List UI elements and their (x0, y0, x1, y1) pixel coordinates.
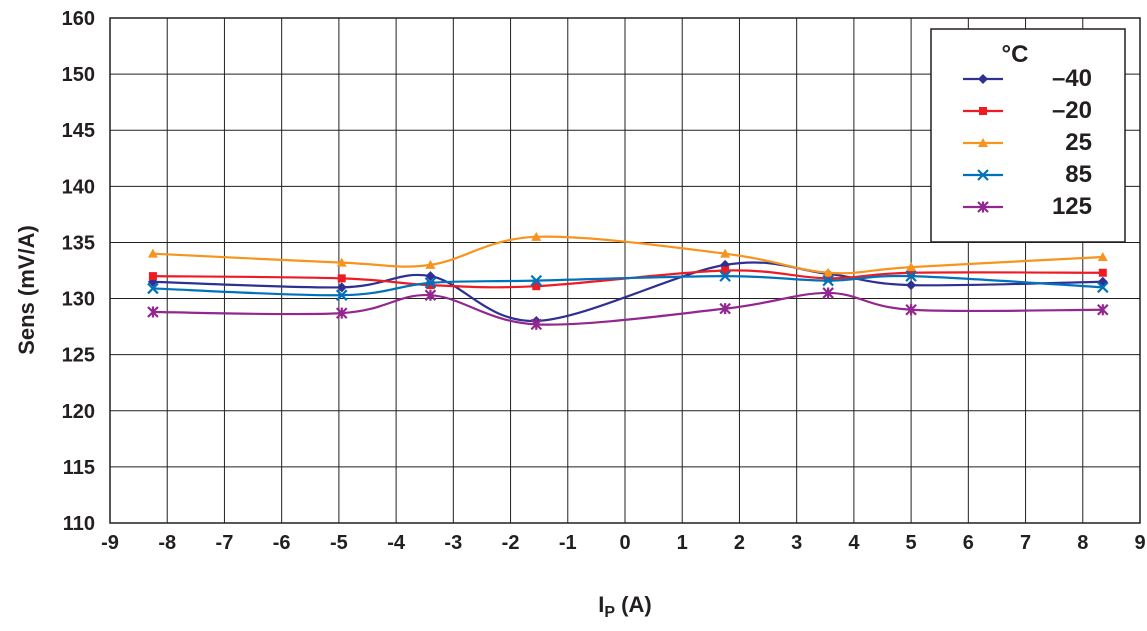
data-point-star (424, 289, 437, 301)
x-tick-label: 7 (1020, 532, 1031, 554)
series-0 (147, 259, 1108, 326)
data-point-x (977, 169, 989, 181)
data-point-star (822, 287, 834, 299)
series-line (152, 291, 1103, 326)
series-line (152, 261, 1103, 323)
series-layer (147, 231, 1109, 331)
legend-title: °C (1002, 41, 1029, 68)
data-point-triangle (336, 257, 347, 267)
data-point-star (977, 201, 989, 213)
y-tick-label: 125 (62, 345, 95, 367)
x-axis-title: IP (A) (598, 592, 651, 621)
x-tick-label: 3 (791, 532, 802, 554)
plot-area-frame (109, 17, 1141, 524)
series-3 (147, 270, 1109, 301)
data-point-diamond (425, 271, 436, 282)
data-point-triangle (978, 138, 988, 147)
x-tick-label: -6 (273, 532, 291, 554)
legend-label: 25 (1065, 129, 1092, 156)
x-tick-label: -3 (444, 532, 462, 554)
data-point-triangle (720, 248, 731, 258)
data-point-star (905, 304, 917, 316)
series-4 (147, 287, 1109, 331)
x-axis-title-unit: (A) (615, 592, 652, 617)
data-point-x (1097, 281, 1109, 294)
data-point-square (1098, 268, 1107, 277)
data-point-diamond (336, 282, 347, 293)
x-tick-label: -4 (387, 532, 406, 554)
y-tick-label: 145 (62, 120, 95, 142)
data-point-diamond (978, 74, 988, 84)
x-tick-label: 5 (906, 532, 917, 554)
legend-label: 85 (1065, 161, 1092, 188)
legend-label: 125 (1052, 193, 1092, 220)
y-tick-label: 120 (62, 401, 95, 423)
data-point-diamond (906, 280, 917, 291)
x-tick-label: 9 (1134, 532, 1145, 554)
data-point-x (530, 274, 543, 287)
x-tick-label: 1 (677, 532, 688, 554)
data-point-x (147, 282, 159, 295)
data-point-x (424, 277, 437, 289)
x-tick-label: 2 (734, 532, 745, 554)
data-point-square (532, 282, 541, 291)
x-tick-label: -7 (216, 532, 234, 554)
tick-labels: -9 -8 -7 -6 -5 -4 -3 -2 -1 0 1 2 3 4 5 6 7 8 9 110 115 120 125… (62, 8, 1146, 554)
legend-label: –20 (1052, 97, 1092, 124)
y-tick-label: 115 (63, 457, 95, 479)
data-point-triangle (823, 267, 834, 277)
legend-entry: 25 (963, 129, 1092, 156)
data-point-square (824, 274, 833, 283)
data-point-star (147, 306, 159, 318)
legend: °C –40 –20 25 85 125 (930, 28, 1126, 243)
legend-label: –40 (1052, 65, 1092, 92)
y-tick-label: 140 (62, 176, 95, 198)
x-tick-label: -2 (502, 532, 520, 554)
y-tick-label: 110 (63, 513, 95, 535)
data-point-star (530, 318, 543, 331)
data-point-square (148, 272, 157, 281)
data-point-triangle (531, 231, 542, 241)
x-tick-label: -9 (101, 532, 119, 554)
data-point-triangle (906, 262, 917, 272)
data-point-square (907, 268, 916, 277)
data-point-star (335, 307, 348, 319)
data-point-square (979, 107, 987, 115)
x-tick-label: 4 (848, 532, 860, 554)
x-tick-label: 6 (963, 532, 974, 554)
series-2 (147, 231, 1108, 277)
x-tick-label: -5 (330, 532, 348, 554)
legend-entry: –40 (963, 65, 1092, 92)
data-point-star (719, 302, 731, 315)
data-point-triangle (1097, 252, 1108, 262)
y-tick-label: 160 (62, 8, 95, 30)
legend-entry: –20 (963, 97, 1092, 124)
y-tick-label: 130 (62, 289, 95, 311)
data-point-x (905, 270, 917, 282)
data-point-square (721, 266, 730, 275)
x-axis-title-subscript: P (604, 604, 615, 621)
data-point-x (335, 289, 348, 301)
data-point-x (719, 270, 731, 282)
legend-entry: 85 (963, 161, 1092, 188)
data-point-x (822, 274, 834, 287)
x-tick-label: -1 (559, 532, 577, 554)
data-point-triangle (147, 248, 158, 258)
x-tick-label: 8 (1077, 532, 1088, 554)
data-point-square (426, 281, 435, 290)
y-tick-label: 135 (62, 232, 95, 254)
x-axis-title-main: I (598, 592, 604, 617)
x-tick-label: 0 (619, 532, 630, 554)
x-tick-label: -8 (158, 532, 176, 554)
data-point-triangle (425, 259, 436, 269)
legend-entry: 125 (963, 193, 1092, 220)
data-point-star (1097, 304, 1109, 316)
y-tick-label: 150 (62, 64, 95, 86)
y-axis-title: Sens (mV/A) (14, 225, 39, 355)
data-point-square (337, 274, 346, 283)
